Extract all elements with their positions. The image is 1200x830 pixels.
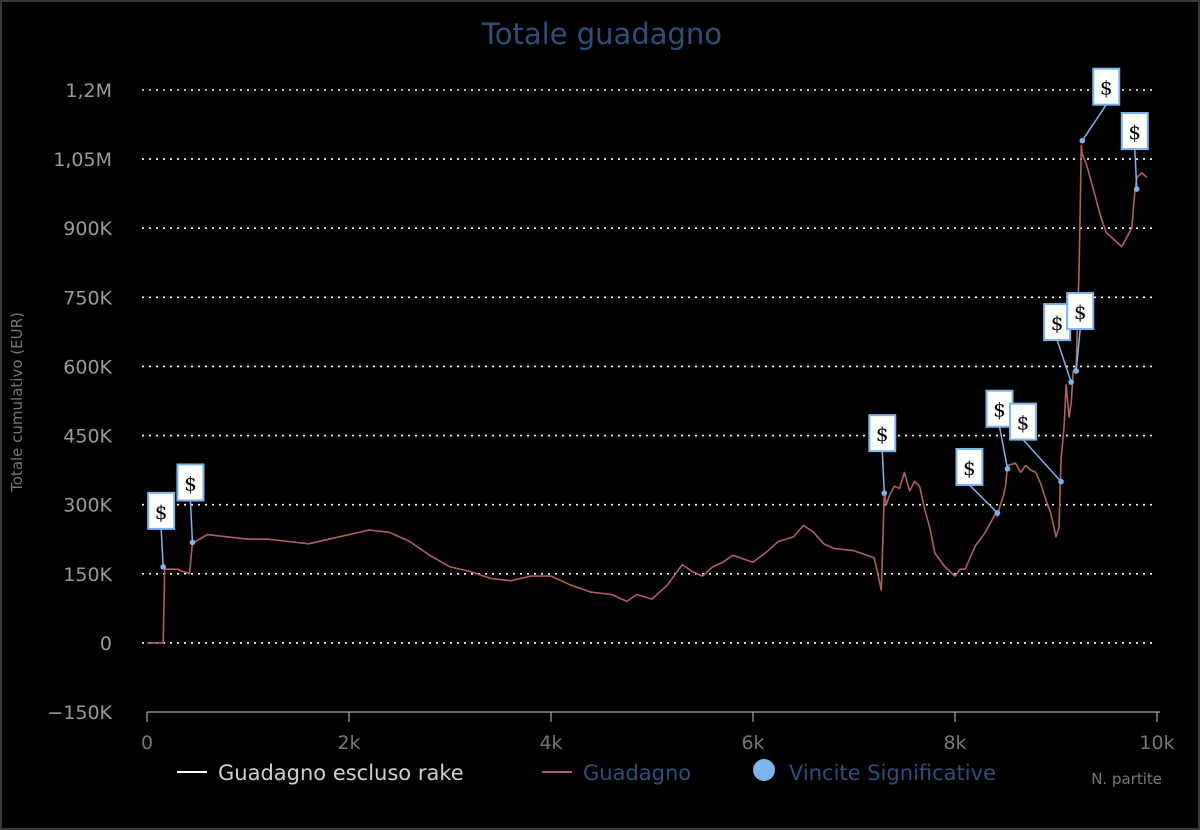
significant-win-flag[interactable]: $ (1009, 402, 1064, 485)
significant-win-point[interactable] (1134, 186, 1140, 192)
significant-win-point[interactable] (1073, 368, 1079, 374)
chart-title: Totale guadagno (481, 17, 722, 51)
flag-box (1066, 292, 1095, 331)
y-tick-label: 1,05M (53, 149, 112, 171)
x-tick-label: 6k (741, 732, 764, 754)
y-tick-label: 0 (100, 633, 112, 655)
flag-label: $ (1074, 300, 1087, 324)
flag-box (176, 463, 205, 502)
grid-lines (142, 89, 1157, 644)
significant-win-flag[interactable]: $ (985, 389, 1014, 472)
x-tick-label: 4k (539, 732, 562, 754)
y-tick-label: 450K (63, 426, 112, 448)
x-tick-label: 10k (1139, 732, 1174, 754)
flag-connector (1075, 328, 1081, 372)
significant-win-flag[interactable]: $ (176, 463, 205, 546)
legend-label: Guadagno (583, 761, 691, 785)
significant-win-flag[interactable]: $ (147, 491, 176, 570)
flag-box (985, 389, 1014, 428)
legend-item[interactable]: Guadagno (542, 761, 691, 785)
significant-win-point[interactable] (160, 564, 166, 570)
flag-label: $ (1017, 411, 1030, 435)
flag-label: $ (155, 500, 168, 524)
flag-label: $ (993, 398, 1006, 422)
flag-label: $ (1128, 120, 1141, 144)
flag-label: $ (963, 456, 976, 480)
flag-box (868, 414, 897, 453)
y-tick-label: 600K (63, 356, 112, 378)
significant-win-point[interactable] (1079, 137, 1086, 144)
legend-item[interactable]: Guadagno escluso rake (177, 761, 464, 785)
legend[interactable]: Guadagno escluso rake Guadagno Vincite Sig… (177, 759, 996, 785)
significant-win-point[interactable] (1068, 379, 1074, 385)
x-tick-label: 0 (141, 732, 153, 754)
series-line-guadagno (147, 144, 1148, 644)
y-tick-label: 900K (63, 218, 112, 240)
flag-connector (998, 426, 1009, 469)
flag-connector (1134, 149, 1138, 190)
x-axis-label: N. partite (1091, 770, 1162, 788)
significant-win-flag[interactable]: $ (868, 414, 897, 496)
significant-win-point[interactable] (994, 510, 1001, 516)
significant-win-point[interactable] (1058, 478, 1064, 485)
flag-label: $ (876, 422, 889, 446)
flag-connector (1056, 339, 1072, 383)
y-tick-label: −150K (47, 702, 112, 724)
legend-label: Guadagno escluso rake (218, 761, 464, 785)
flag-connector (189, 500, 194, 543)
flag-box (1009, 402, 1038, 441)
significant-win-flag[interactable]: $ (1079, 67, 1121, 144)
series-layer (147, 144, 1148, 644)
significant-win-flag[interactable]: $ (955, 447, 1001, 516)
x-tick-label: 8k (943, 732, 966, 754)
significant-win-point[interactable] (881, 490, 888, 496)
significant-win-flag[interactable]: $ (1120, 112, 1149, 192)
flag-connector (160, 528, 164, 567)
flag-label: $ (1051, 311, 1064, 335)
flag-connector (1022, 439, 1062, 483)
significant-win-flag[interactable]: $ (1066, 292, 1095, 374)
flag-box (955, 447, 984, 486)
legend-marker (753, 759, 775, 781)
significant-win-point[interactable] (1004, 465, 1011, 472)
annotation-flags: $ $ $ $ $ $ $ $ $ $ (147, 67, 1149, 570)
x-axis: 0 2k 4k 6k 8k 10k (141, 711, 1175, 754)
significant-win-point[interactable] (189, 539, 196, 546)
legend-item[interactable]: Vincite Significative (753, 759, 996, 785)
flag-connector (1081, 104, 1107, 142)
flag-label: $ (1100, 76, 1113, 100)
y-tick-label: 1,2M (65, 80, 112, 102)
y-tick-label: 300K (63, 495, 112, 517)
x-tick-label: 2k (337, 732, 360, 754)
y-axis-label: Totale cumulativo (EUR) (8, 312, 26, 493)
flag-connector (881, 451, 886, 494)
flag-connector (968, 484, 998, 514)
flag-box (147, 491, 176, 530)
flag-box (1092, 67, 1121, 106)
flag-label: $ (184, 471, 197, 495)
legend-label: Vincite Significative (789, 761, 996, 785)
y-axis-ticks: 1,2M 1,05M 900K 750K 600K 450K 300K 150K 0 −150K (47, 80, 112, 724)
y-tick-label: 150K (63, 564, 112, 586)
flag-box (1120, 112, 1149, 151)
y-tick-label: 750K (63, 287, 112, 309)
